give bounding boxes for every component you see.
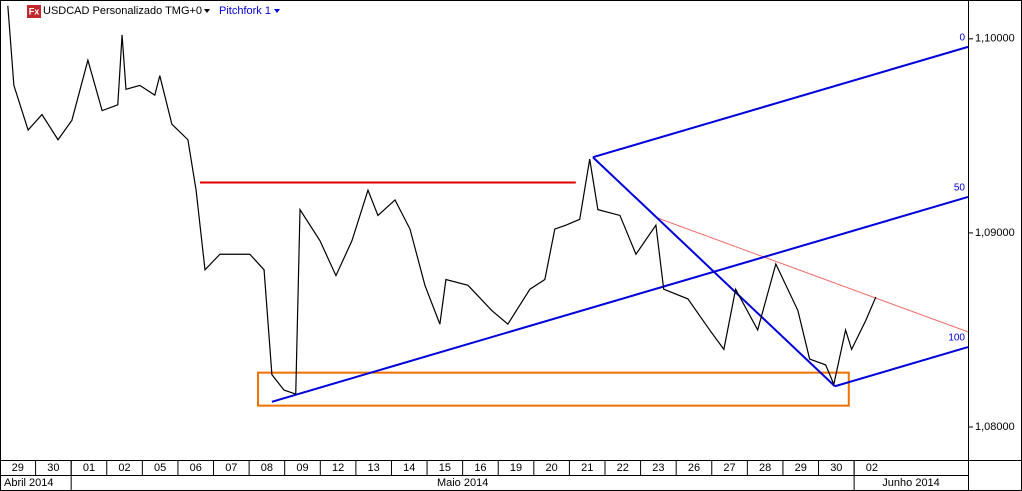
x-tick-label: 07 [225,462,237,474]
pitchfork-level-label: 100 [948,333,965,344]
month-label: Maio 2014 [437,477,488,489]
plot-area: 0 50 100 [7,5,969,407]
price-line [7,5,877,395]
x-tick-label: 30 [47,462,59,474]
x-tick-label: 05 [154,462,166,474]
x-tick-label: 14 [403,462,415,474]
x-tick-label: 15 [439,462,451,474]
chart-title[interactable]: USDCAD Personalizado TMG+0 [43,5,202,17]
x-tick-label: 13 [368,462,380,474]
x-tick-label: 20 [545,462,557,474]
trend-line [655,216,969,333]
dropdown-arrow[interactable] [274,9,280,13]
rectangle [257,371,850,407]
pitchfork-line [834,346,969,388]
x-tick-label: 06 [190,462,202,474]
x-tick-label: 22 [617,462,629,474]
logo-box [27,5,41,18]
month-label: Junho 2014 [882,477,940,489]
logo: Fx [29,6,40,16]
x-tick-label: 08 [261,462,273,474]
pitchfork-line [271,196,969,403]
pitchfork-line [592,45,969,159]
dropdown-arrow[interactable] [204,9,210,13]
month-label: Abril 2014 [4,477,54,489]
x-tick-label: 26 [688,462,700,474]
y-tick-label: 1,09000 [975,227,1015,239]
x-tick-label: 01 [83,462,95,474]
pitchfork-level-label: 50 [954,183,966,194]
x-tick-label: 09 [296,462,308,474]
x-tick-label: 12 [332,462,344,474]
x-tick-label: 29 [12,462,24,474]
y-tick-label: 1,08000 [975,421,1015,433]
x-tick-label: 02 [866,462,878,474]
x-tick-label: 29 [795,462,807,474]
x-tick-label: 27 [723,462,735,474]
x-tick-label: 21 [581,462,593,474]
x-tick-label: 19 [510,462,522,474]
y-tick-label: 1,10000 [975,33,1015,45]
x-tick-label: 16 [474,462,486,474]
pitchfork-level-label: 0 [959,32,965,43]
x-tick-label: 02 [118,462,130,474]
indicator-label[interactable]: Pitchfork 1 [219,5,271,17]
x-tick-label: 28 [759,462,771,474]
x-tick-label: 30 [830,462,842,474]
x-tick-label: 23 [652,462,664,474]
